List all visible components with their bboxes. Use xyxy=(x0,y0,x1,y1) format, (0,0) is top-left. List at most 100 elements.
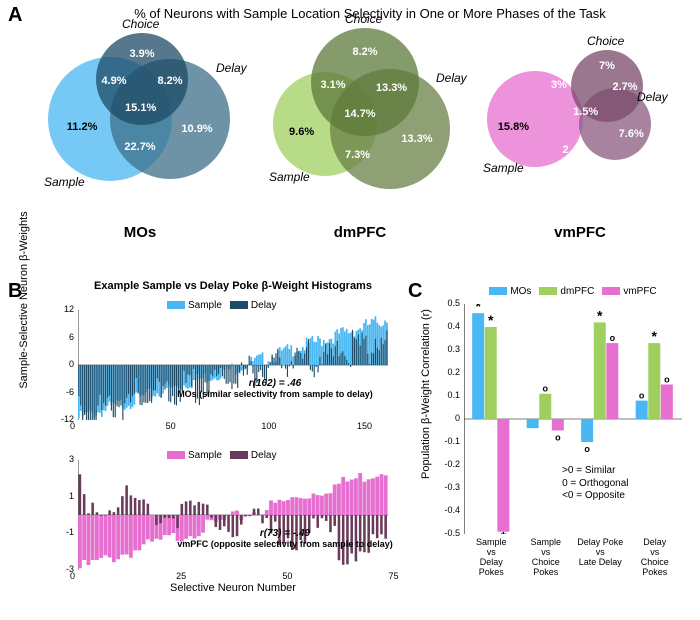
bar xyxy=(648,343,660,419)
svg-text:*: * xyxy=(501,529,507,534)
group-label: SamplevsChoicePokes xyxy=(519,538,574,578)
xtick-label: 0 xyxy=(70,421,75,431)
xtick-label: 75 xyxy=(388,571,398,581)
bar xyxy=(497,419,509,532)
ytick-label: 0 xyxy=(434,413,460,423)
group-label: DelayvsChoicePokes xyxy=(628,538,683,578)
svg-text:o: o xyxy=(543,384,549,394)
histogram-annotation: r(162) = .46MOs (similar selectivity fro… xyxy=(177,378,373,400)
group-label: SamplevsDelayPokes xyxy=(464,538,519,578)
panel-c-ylabel: Population β-Weight Correlation (r) xyxy=(420,279,432,509)
ytick-label: -1 xyxy=(52,527,74,537)
svg-text:*: * xyxy=(488,312,494,328)
ytick-label: 0.5 xyxy=(434,298,460,308)
ytick-label: -0.5 xyxy=(434,528,460,538)
venn-pct: 7.6% xyxy=(619,128,644,140)
ytick-label: 12 xyxy=(52,304,74,314)
svg-text:*: * xyxy=(475,304,481,314)
venn-pct: 7% xyxy=(599,60,615,72)
venn-pct: 10.9% xyxy=(181,123,212,135)
ytick-label: 0.2 xyxy=(434,367,460,377)
region-label: MOs xyxy=(124,224,157,241)
svg-text:o: o xyxy=(664,375,670,385)
ytick-label: 0 xyxy=(52,359,74,369)
ytick-label: 3 xyxy=(52,454,74,464)
panel-b-xlabel: Selective Neuron Number xyxy=(78,582,388,594)
ytick-label: 6 xyxy=(52,332,74,342)
venn-pct: 15.1% xyxy=(125,102,156,114)
venn-pct: 3.9% xyxy=(129,48,154,60)
ytick-label: -0.3 xyxy=(434,482,460,492)
histogram-annotation: r(73) = -.49vmPFC (opposite selectivity … xyxy=(177,528,393,550)
venn-pct: 1.5% xyxy=(573,106,598,118)
svg-text:o: o xyxy=(639,391,645,401)
region-label: vmPFC xyxy=(554,224,606,241)
panel-b-container: Example Sample vs Delay Poke β-Weight Hi… xyxy=(28,280,398,600)
xtick-label: 25 xyxy=(176,571,186,581)
venn-pct: 11.2% xyxy=(67,121,98,133)
venn-set-label: Delay xyxy=(216,61,247,75)
group-label: Delay PokevsLate Delay xyxy=(573,538,628,568)
bar xyxy=(539,394,551,419)
venn-set-label: Choice xyxy=(587,34,624,48)
xtick-label: 0 xyxy=(70,571,75,581)
ytick-label: 0.3 xyxy=(434,344,460,354)
region-label: dmPFC xyxy=(334,224,387,241)
venn-pct: 14.7% xyxy=(344,108,375,120)
venn-pct: 3% xyxy=(551,79,567,91)
bar xyxy=(527,419,539,428)
venn-set-label: Sample xyxy=(269,170,310,184)
venn-set-label: Sample xyxy=(44,175,85,189)
panel-c-legend: MOsdmPFCvmPFC xyxy=(464,282,682,300)
xtick-label: 100 xyxy=(261,421,276,431)
venn-pct: 7.3% xyxy=(345,149,370,161)
ytick-label: -0.2 xyxy=(434,459,460,469)
panel-c-note: >0 = Similar0 = Orthogonal<0 = Opposite xyxy=(562,465,628,503)
bar xyxy=(485,327,497,419)
venn-pct: 13.3% xyxy=(376,82,407,94)
bar xyxy=(581,419,593,442)
venn-pct: 8.2% xyxy=(157,75,182,87)
svg-text:*: * xyxy=(652,328,658,344)
svg-text:o: o xyxy=(610,333,616,343)
venn-set-label: Choice xyxy=(122,17,159,31)
bar xyxy=(594,322,606,419)
venn-set-label: Delay xyxy=(436,71,467,85)
bar xyxy=(661,385,673,420)
svg-text:o: o xyxy=(584,444,590,454)
histogram-plot xyxy=(78,460,388,570)
venn-MOs: 11.2%3.9%10.9%4.9%8.2%22.7%15.1%ChoiceDe… xyxy=(40,24,240,264)
venn-dmPFC: 9.6%8.2%13.3%3.1%13.3%7.3%14.7%ChoiceDel… xyxy=(260,24,460,264)
venn-pct: 3.1% xyxy=(320,79,345,91)
xtick-label: 150 xyxy=(357,421,372,431)
ytick-label: -0.4 xyxy=(434,505,460,515)
xtick-label: 50 xyxy=(282,571,292,581)
xtick-label: 50 xyxy=(166,421,176,431)
venn-pct: 2.7% xyxy=(612,81,637,93)
ytick-label: -6 xyxy=(52,387,74,397)
venn-pct: 22.7% xyxy=(124,141,155,153)
ytick-label: 0.4 xyxy=(434,321,460,331)
venn-pct: 8.2% xyxy=(352,46,377,58)
venn-pct: 13.3% xyxy=(401,133,432,145)
venn-set-label: Choice xyxy=(345,12,382,26)
ytick-label: -0.1 xyxy=(434,436,460,446)
histogram-legend: SampleDelay xyxy=(163,296,280,314)
ytick-label: 1 xyxy=(52,491,74,501)
venn-pct: 2.4% xyxy=(562,144,587,156)
venn-pct: 9.6% xyxy=(289,126,314,138)
panel-c-container: -0.5 -0.4 -0.3 -0.2 -0.1 0 0.1 0.2 0.3 0.4 0.5 Samp… xyxy=(428,282,688,602)
venn-vmPFC: 15.8%7%7.6%3%2.7%2.4%1.5%ChoiceDelaySamp… xyxy=(480,24,680,264)
bar xyxy=(472,313,484,419)
panel-b-ylabel: Sample-Selective Neuron β-Weights xyxy=(18,160,30,440)
svg-text:o: o xyxy=(555,433,561,443)
venn-pct: 15.8% xyxy=(498,121,529,133)
svg-text:*: * xyxy=(597,307,603,323)
panel-a-label: A xyxy=(8,4,22,27)
bar xyxy=(606,343,618,419)
panel-b-title: Example Sample vs Delay Poke β-Weight Hi… xyxy=(78,280,388,292)
ytick-label: 0.1 xyxy=(434,390,460,400)
venn-pct: 4.9% xyxy=(101,75,126,87)
bar xyxy=(636,401,648,419)
histogram-plot xyxy=(78,310,388,420)
